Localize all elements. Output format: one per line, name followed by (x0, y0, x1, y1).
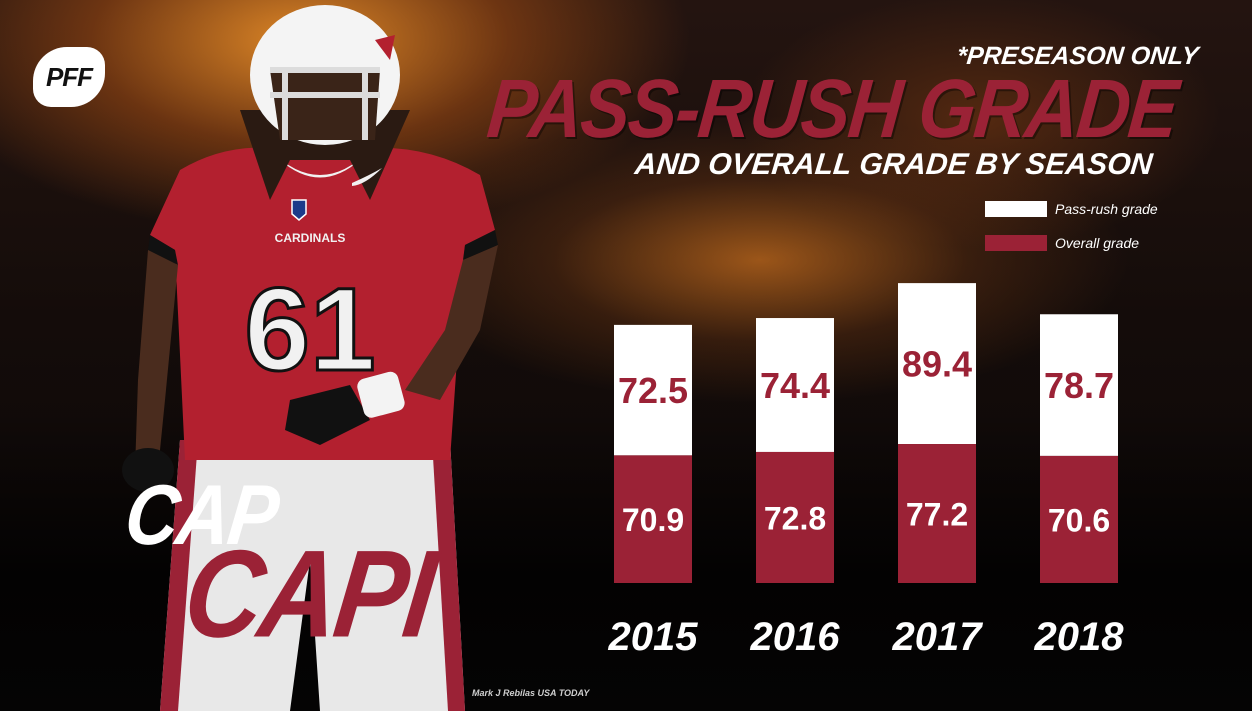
bar-overall-2016 (756, 451, 834, 583)
legend-item-overall: Overall grade (985, 234, 1158, 252)
category-label-2015: 2015 (608, 615, 699, 659)
legend-label-pass-rush: Pass-rush grade (1055, 201, 1158, 217)
bar-overall-2018 (1040, 455, 1118, 583)
photo-credit: Mark J Rebilas USA TODAY (472, 688, 590, 698)
category-label-2018: 2018 (1034, 615, 1125, 659)
category-label-2017: 2017 (892, 615, 984, 659)
value-label-overall-2015: 70.9 (622, 502, 684, 538)
value-label-overall-2018: 70.6 (1048, 502, 1110, 538)
bar-pass-rush-2017 (898, 283, 976, 445)
pff-logo: PFF (33, 47, 105, 107)
legend-label-overall: Overall grade (1055, 235, 1140, 251)
player-last-name: CAPI (177, 523, 441, 663)
value-label-pass-rush-2017: 89.4 (902, 344, 972, 385)
bar-overall-2015 (614, 455, 692, 583)
value-label-overall-2017: 77.2 (906, 497, 968, 533)
value-label-overall-2016: 72.8 (764, 500, 826, 536)
jersey-team-text: CARDINALS (275, 231, 346, 245)
bar-overall-2017 (898, 444, 976, 583)
legend-swatch-overall (985, 235, 1047, 251)
bar-pass-rush-2016 (756, 318, 834, 452)
jersey-number: 61 (244, 264, 375, 396)
chart-legend: Pass-rush grade Overall grade (985, 200, 1158, 268)
legend-swatch-pass-rush (985, 201, 1047, 217)
category-label-2016: 2016 (750, 615, 841, 659)
value-label-pass-rush-2016: 74.4 (760, 365, 830, 406)
player-illustration: CARDINALS 61 (122, 5, 498, 711)
value-label-pass-rush-2018: 78.7 (1044, 365, 1114, 406)
value-label-pass-rush-2015: 72.5 (618, 370, 688, 411)
bar-pass-rush-2015 (614, 324, 692, 456)
bar-pass-rush-2018 (1040, 314, 1118, 456)
logo-text: PFF (45, 61, 93, 92)
legend-item-pass-rush: Pass-rush grade (985, 200, 1158, 218)
